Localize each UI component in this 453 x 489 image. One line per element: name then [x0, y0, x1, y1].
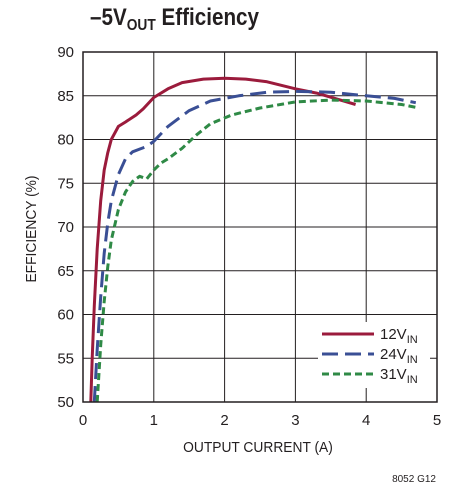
legend-label-0: 12VIN — [380, 326, 418, 346]
legend-label-main-2: 31V — [380, 366, 407, 383]
y-tick-label-7: 85 — [57, 88, 74, 105]
y-tick-label-5: 75 — [57, 175, 74, 192]
legend-label-main-0: 12V — [380, 326, 407, 343]
title-subscript: OUT — [126, 17, 156, 34]
chart-title: –5VOUT Efficiency — [90, 4, 259, 35]
x-tick-label-4: 4 — [362, 412, 370, 429]
legend-label-1: 24VIN — [380, 346, 418, 366]
x-tick-label-2: 2 — [220, 412, 228, 429]
legend-label-sub-1: IN — [407, 354, 418, 366]
legend-label-2: 31VIN — [380, 366, 418, 386]
series-line-0 — [89, 76, 357, 403]
x-tick-label-5: 5 — [433, 412, 441, 429]
legend-label-sub-0: IN — [407, 334, 418, 346]
y-tick-label-2: 60 — [57, 307, 74, 324]
plot-frame — [82, 51, 438, 403]
y-tick-label-8: 90 — [57, 44, 74, 61]
y-tick-label-3: 65 — [57, 263, 74, 280]
y-tick-label-4: 70 — [57, 219, 74, 236]
figure-code: 8052 G12 — [392, 474, 436, 485]
legend-label-main-1: 24V — [380, 346, 407, 363]
legend-label-sub-2: IN — [407, 374, 418, 386]
x-tick-label-0: 0 — [79, 412, 87, 429]
y-tick-label-1: 55 — [57, 350, 74, 367]
title-tail: Efficiency — [155, 4, 260, 31]
series-lines — [89, 76, 420, 403]
y-tick-label-0: 50 — [57, 394, 74, 411]
x-axis-label: OUTPUT CURRENT (A) — [183, 440, 333, 457]
y-tick-label-6: 80 — [57, 132, 74, 149]
x-tick-label-1: 1 — [150, 412, 158, 429]
y-axis-label: EFFICIENCY (%) — [24, 175, 41, 282]
x-tick-label-3: 3 — [291, 412, 299, 429]
series-line-1 — [92, 89, 417, 403]
title-main: –5V — [90, 4, 127, 31]
